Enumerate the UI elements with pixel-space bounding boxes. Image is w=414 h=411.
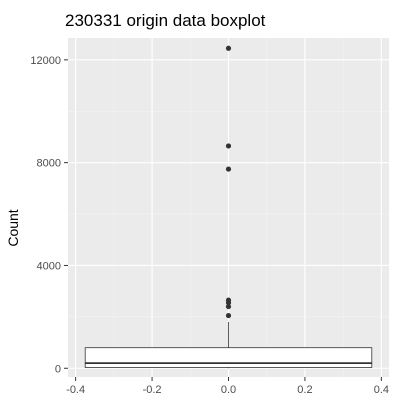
y-axis-ticks: 0 4000 8000 12000: [30, 55, 68, 375]
x-tick-label: 0.2: [297, 384, 312, 396]
outlier-point: [225, 312, 232, 319]
x-tick-label: -0.4: [66, 384, 85, 396]
y-tick-label: 4000: [37, 260, 61, 272]
x-tick-label: 0.0: [221, 384, 236, 396]
outlier-points: [225, 45, 232, 319]
outlier-point: [225, 297, 232, 303]
boxplot-box: [84, 321, 373, 369]
outlier-point: [225, 45, 232, 51]
outlier-point: [225, 143, 232, 149]
y-axis-title: Count: [5, 209, 21, 246]
y-tick-label: 8000: [37, 158, 61, 170]
y-tick-label: 0: [55, 363, 61, 375]
outlier-point: [225, 166, 232, 172]
major-gridlines: [68, 38, 389, 377]
outlier-point: [225, 303, 232, 310]
x-axis-ticks: -0.4 -0.2 0.0 0.2 0.4: [66, 377, 389, 396]
x-tick-label: -0.2: [143, 384, 162, 396]
chart-title: 230331 origin data boxplot: [65, 11, 266, 30]
x-tick-label: 0.4: [374, 384, 389, 396]
y-tick-label: 12000: [30, 55, 61, 67]
interquartile-box: [84, 347, 373, 368]
